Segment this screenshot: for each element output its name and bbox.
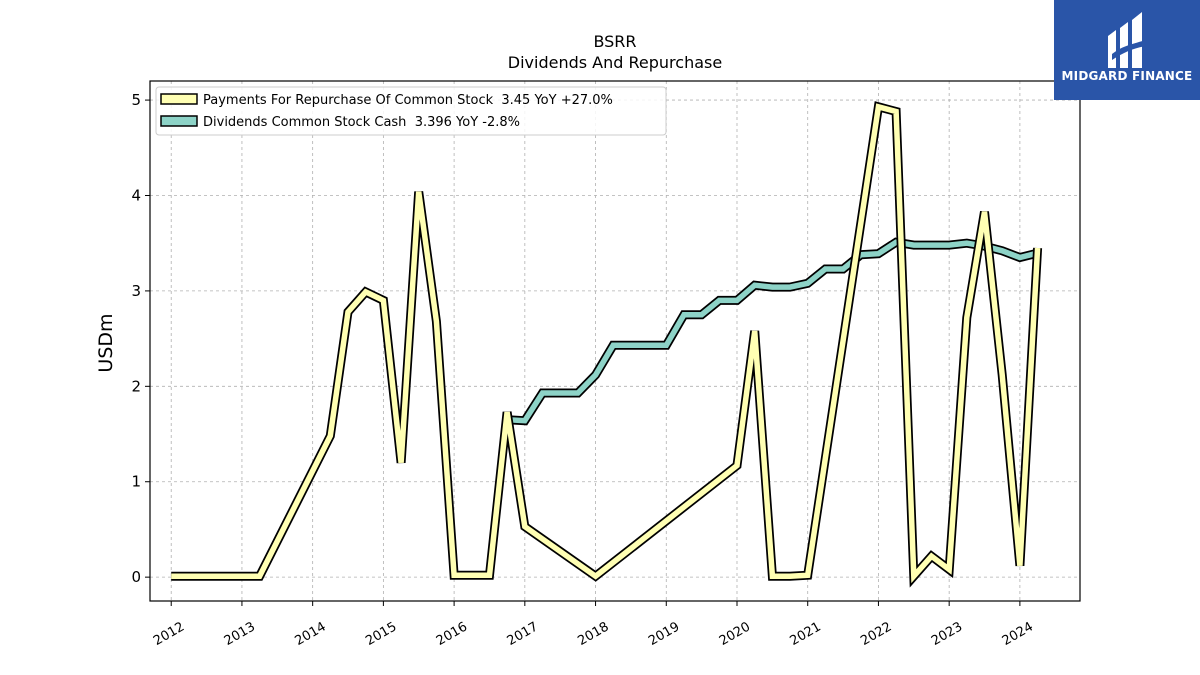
y-tick-label: 0 (131, 568, 141, 586)
legend-box (155, 86, 667, 136)
legend-label-dividends: Dividends Common Stock Cash 3.396 YoY -2… (203, 115, 520, 130)
midgard-logo-icon (1108, 12, 1146, 68)
series-layer (171, 101, 1043, 588)
x-tick-label: 2023 (929, 619, 965, 649)
legend-swatch-repurchase (160, 93, 198, 105)
grid (150, 81, 1080, 601)
x-tick-label: 2022 (858, 619, 894, 649)
x-tick-label: 2018 (575, 619, 611, 649)
brand-logo: MIDGARD FINANCE (1054, 0, 1200, 100)
series-line-dividends (506, 239, 1039, 424)
x-tick-label: 2017 (505, 619, 541, 649)
x-tick-label: 2013 (222, 619, 258, 649)
legend-swatch-dividends (160, 115, 198, 127)
y-axis-label: USDm (95, 313, 117, 372)
x-tick-label: 2016 (434, 619, 470, 649)
y-tick-label: 2 (131, 377, 141, 395)
legend-label-repurchase: Payments For Repurchase Of Common Stock … (203, 93, 613, 108)
x-tick-label: 2021 (788, 619, 824, 649)
series-line-repurchase (171, 103, 1041, 584)
brand-name: MIDGARD FINANCE (1061, 69, 1193, 83)
chart-subtitle: Dividends And Repurchase (508, 53, 722, 72)
x-tick-label: 2024 (1000, 619, 1036, 649)
x-tick-label: 2012 (151, 619, 187, 649)
x-tick-label: 2015 (363, 619, 399, 649)
chart-title: BSRR (593, 32, 636, 51)
y-tick-label: 5 (131, 91, 141, 109)
y-tick-label: 3 (131, 282, 141, 300)
plot-frame (149, 80, 1081, 602)
y-tick-label: 4 (131, 186, 141, 204)
x-tick-label: 2014 (293, 619, 329, 649)
x-tick-label: 2019 (646, 619, 682, 649)
series-outline-repurchase (171, 101, 1043, 588)
legend: Payments For Repurchase Of Common Stock … (155, 86, 667, 136)
y-tick-label: 1 (131, 473, 141, 491)
x-tick-label: 2020 (717, 619, 753, 649)
